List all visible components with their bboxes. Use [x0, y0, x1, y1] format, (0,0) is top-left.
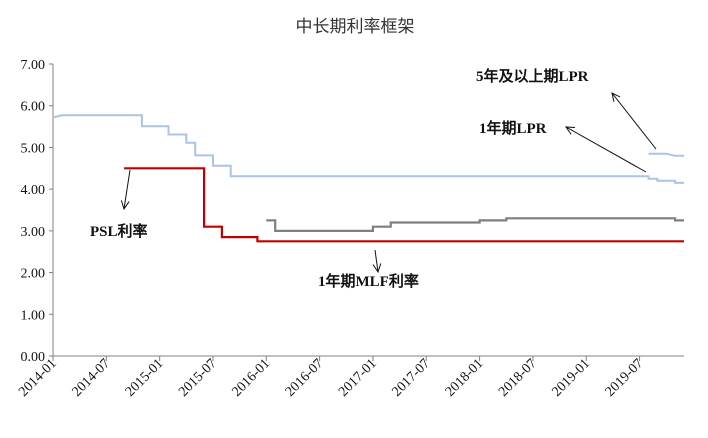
series-line-3 [266, 217, 684, 232]
y-tick-label: 7.00 [21, 58, 46, 73]
y-tick-label: 6.00 [21, 100, 46, 115]
x-tick-label: 2016-07 [283, 356, 327, 400]
annotation-arrow-line [565, 126, 647, 173]
annotation-psl: PSL利率 [90, 222, 148, 240]
y-tick-label: 0.00 [21, 350, 46, 365]
series-line-2 [124, 167, 684, 243]
chart-title: 中长期利率框架 [296, 17, 415, 37]
x-tick-label: 2017-07 [389, 356, 433, 400]
x-tick-label: 2018-01 [443, 356, 487, 400]
x-tick-label: 2018-07 [496, 356, 540, 400]
annotation-arrow-head [120, 200, 130, 211]
annotations: 5年及以上期LPR 1年期LPR PSL利率 1年期MLF利率 [90, 67, 657, 290]
y-tick-label: 3.00 [21, 225, 46, 240]
annotation-1y-lpr: 1年期LPR [479, 119, 547, 137]
annotation-mlf: 1年期MLF利率 [318, 272, 419, 290]
x-tick-label: 2017-01 [336, 356, 380, 400]
x-tick-label: 2016-01 [230, 356, 274, 400]
annotation-arrow-line [611, 92, 657, 150]
annotation-arrow-head [611, 92, 621, 102]
x-tick-label: 2019-07 [603, 356, 647, 400]
x-tick-label: 2015-07 [176, 356, 220, 400]
annotation-arrow-head [372, 263, 382, 274]
annotation-arrow-line [123, 169, 131, 210]
y-tick-label: 5.00 [21, 141, 46, 156]
series-line-0 [648, 152, 684, 157]
y-tick-label: 1.00 [21, 308, 46, 323]
series-lines [52, 114, 684, 243]
annotation-5y-lpr: 5年及以上期LPR [476, 67, 589, 85]
y-tick-label: 4.00 [21, 183, 46, 198]
annotation-arrow-line [374, 249, 379, 273]
y-tick-label: 2.00 [21, 267, 46, 282]
series-line-1 [52, 114, 684, 184]
x-tick-label: 2014-07 [70, 356, 114, 400]
x-tick-label: 2019-01 [549, 356, 593, 400]
annotation-arrow-head [564, 126, 576, 135]
x-tick-label: 2015-01 [123, 356, 167, 400]
